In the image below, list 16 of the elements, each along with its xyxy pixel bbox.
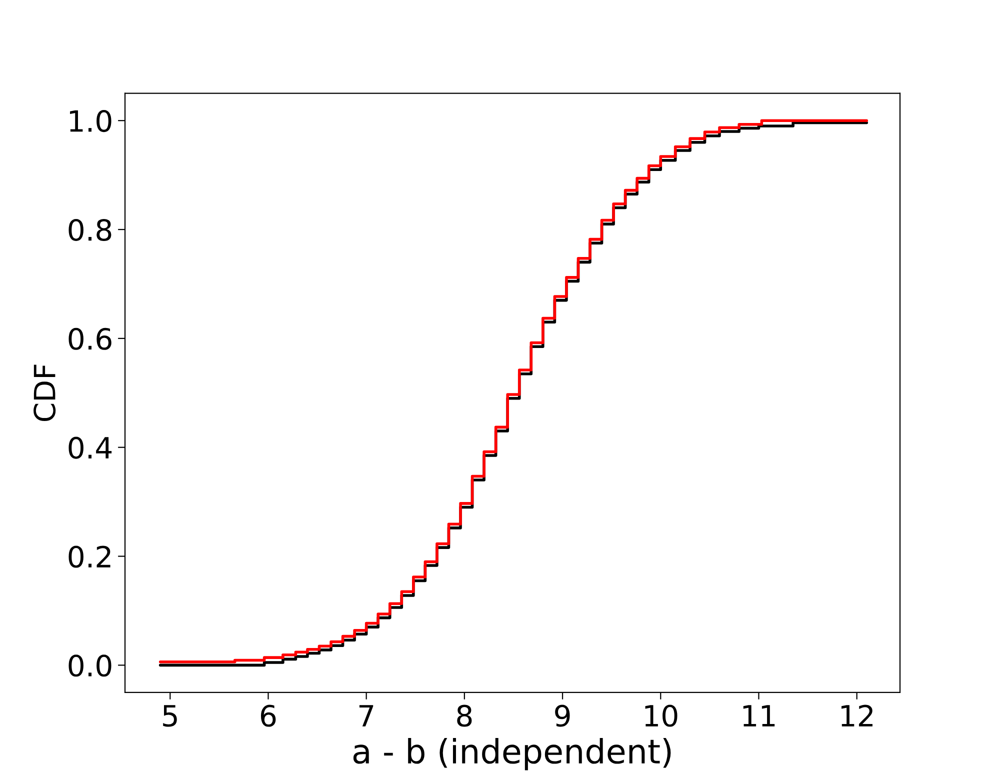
x-tick-label: 6 bbox=[260, 704, 276, 727]
y-tick-label: 0.2 bbox=[68, 546, 110, 568]
y-tick-label: 0.4 bbox=[68, 436, 112, 459]
x-tick-label: 12 bbox=[841, 704, 872, 726]
x-tick-label: 11 bbox=[743, 705, 775, 726]
x-tick-label: 9 bbox=[555, 704, 570, 727]
x-axis-title: a - b (independent) bbox=[353, 738, 671, 770]
y-tick-label: 0.0 bbox=[68, 654, 112, 677]
y-axis-title: CDF bbox=[34, 364, 56, 422]
x-tick-label: 10 bbox=[645, 704, 678, 727]
y-tick-label: 0.6 bbox=[68, 328, 112, 350]
x-tick-label: 5 bbox=[163, 705, 177, 727]
y-tick-label: 1.0 bbox=[70, 110, 112, 132]
x-tick-label: 7 bbox=[359, 705, 374, 726]
y-tick-label: 0.8 bbox=[68, 218, 112, 242]
x-tick-label: 8 bbox=[457, 704, 472, 727]
